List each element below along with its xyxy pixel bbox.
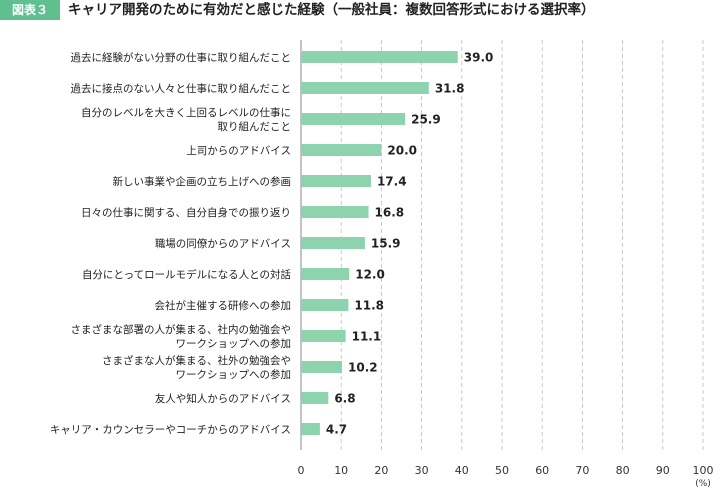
category-label: 新しい事業や企画の立ち上げへの参画 — [113, 175, 292, 188]
bar — [301, 113, 406, 125]
category-label-line: 会社が主催する研修への参加 — [155, 299, 292, 312]
category-labels: 過去に経験がない分野の仕事に取り組んだこと過去に接点のない人々と仕事に取り組んだ… — [50, 51, 292, 436]
category-label: 職場の同僚からのアドバイス — [155, 237, 291, 250]
category-label-line: さまざまな人が集まる、社外の勉強会や — [102, 354, 291, 367]
bar — [301, 268, 350, 280]
category-label: キャリア・カウンセラーやコーチからのアドバイス — [50, 424, 291, 436]
x-tick-label: 100 — [693, 464, 714, 477]
value-label: 31.8 — [435, 82, 465, 96]
value-label: 16.8 — [375, 206, 405, 220]
category-label-line: キャリア・カウンセラーやコーチからのアドバイス — [50, 424, 291, 436]
value-label: 25.9 — [411, 113, 441, 127]
category-label-line: 友人や知人からのアドバイス — [155, 392, 291, 405]
category-label: 友人や知人からのアドバイス — [155, 392, 291, 405]
category-label: 日々の仕事に関する、自分自身での振り返り — [81, 206, 291, 219]
value-label: 11.1 — [352, 330, 382, 344]
bar — [301, 330, 346, 342]
bar — [301, 299, 349, 311]
x-tick-label: 0 — [298, 464, 305, 477]
category-label: 自分のレベルを大きく上回るレベルの仕事に取り組んだこと — [81, 106, 291, 133]
value-label: 20.0 — [387, 144, 417, 158]
category-label: 上司からのアドバイス — [186, 145, 291, 157]
category-label: 自分にとってロールモデルになる人との対話 — [82, 268, 292, 281]
bar — [301, 392, 329, 404]
figure-header: 図表３ キャリア開発のために有効だと感じた経験（一般社員：複数回答形式における選… — [0, 0, 728, 26]
category-label-line: 自分にとってロールモデルになる人との対話 — [82, 268, 292, 281]
value-label: 4.7 — [326, 423, 347, 437]
category-label-line: さまざまな部署の人が集まる、社内の勉強会や — [71, 323, 292, 336]
bar — [301, 175, 371, 187]
bar — [301, 51, 458, 63]
x-tick-label: 50 — [495, 464, 509, 477]
value-label: 12.0 — [355, 268, 385, 282]
bar — [301, 82, 429, 94]
category-label: 過去に経験がない分野の仕事に取り組んだこと — [71, 51, 292, 64]
category-label-line: 過去に経験がない分野の仕事に取り組んだこと — [71, 51, 292, 64]
value-label: 10.2 — [348, 361, 378, 375]
bar — [301, 361, 343, 373]
category-label-line: 上司からのアドバイス — [186, 145, 291, 157]
category-label-line: 新しい事業や企画の立ち上げへの参画 — [113, 175, 292, 188]
bars: 39.0 31.8 25.9 20.0 17.4 16.8 15.9 12.0 11.8 11.1… — [301, 51, 493, 437]
category-label: さまざまな部署の人が集まる、社内の勉強会やワークショップへの参加 — [71, 323, 292, 350]
x-tick-label: 40 — [455, 464, 469, 477]
category-label-line: 日々の仕事に関する、自分自身での振り返り — [81, 206, 291, 219]
value-label: 6.8 — [334, 392, 355, 406]
x-tick-label: 10 — [334, 464, 348, 477]
x-tick-label: 30 — [415, 464, 429, 477]
category-label-line: ワークショップへの参加 — [176, 368, 292, 381]
unit-label: (%) — [695, 479, 711, 489]
category-label: 会社が主催する研修への参加 — [155, 299, 292, 312]
bar — [301, 423, 320, 435]
value-label: 39.0 — [464, 51, 494, 65]
x-tick-label: 70 — [575, 464, 589, 477]
category-label-line: 職場の同僚からのアドバイス — [155, 237, 291, 250]
x-tick-label: 60 — [535, 464, 549, 477]
category-label-line: 過去に接点のない人々と仕事に取り組んだこと — [71, 82, 292, 95]
figure-title: キャリア開発のために有効だと感じた経験（一般社員：複数回答形式における選択率） — [68, 2, 595, 18]
x-tick-label: 80 — [616, 464, 630, 477]
bar — [301, 206, 369, 218]
bar — [301, 237, 365, 249]
figure-badge: 図表３ — [0, 0, 60, 20]
category-label: さまざまな人が集まる、社外の勉強会やワークショップへの参加 — [102, 354, 291, 381]
bar — [301, 144, 382, 156]
x-tick-label: 90 — [656, 464, 670, 477]
x-axis: 0 10 20 30 40 50 60 70 80 90 100 — [298, 464, 714, 477]
category-label-line: 取り組んだこと — [218, 120, 292, 133]
category-label: 過去に接点のない人々と仕事に取り組んだこと — [71, 82, 292, 95]
category-label-line: ワークショップへの参加 — [176, 337, 292, 350]
category-label-line: 自分のレベルを大きく上回るレベルの仕事に — [81, 106, 291, 119]
x-tick-label: 20 — [374, 464, 388, 477]
value-label: 15.9 — [371, 237, 401, 251]
value-label: 17.4 — [377, 175, 407, 189]
value-label: 11.8 — [354, 299, 384, 313]
